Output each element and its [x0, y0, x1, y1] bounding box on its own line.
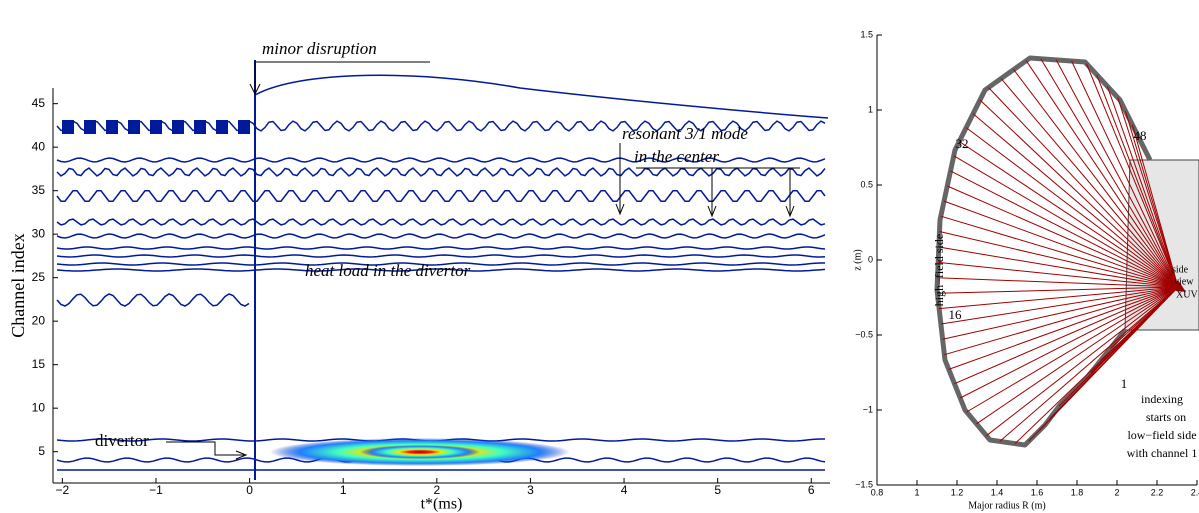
x-tick-label: 0: [246, 483, 253, 497]
x-tick-label: −1: [149, 483, 163, 497]
annotation: with channel 1: [1127, 446, 1198, 460]
contour-line: [57, 168, 825, 176]
contour-blob: [238, 120, 250, 134]
y-tick-label: 35: [32, 183, 46, 197]
contour-blob: [128, 120, 140, 134]
annotation: 48: [1134, 128, 1147, 143]
y-tick-label: 0: [868, 254, 873, 264]
contour-line: [255, 75, 828, 118]
annotation: side: [1172, 264, 1189, 275]
x-tick-label: 2.2: [1151, 487, 1164, 497]
annotation: resonant 3/1 mode: [622, 124, 748, 143]
annotation: XUV: [1176, 289, 1198, 300]
contour-blob: [84, 120, 96, 134]
annotation: 16: [949, 307, 963, 322]
contour-line: [57, 191, 825, 201]
y-tick-label: −0.5: [855, 329, 873, 339]
heat-spot: [360, 445, 480, 459]
y-tick-label: 1: [868, 104, 873, 114]
x-tick-label: 6: [808, 483, 815, 497]
annotation: view: [1174, 276, 1194, 287]
contour-blob: [106, 120, 118, 134]
contour-blob: [172, 120, 184, 134]
y-tick-label: 10: [32, 400, 46, 414]
annotation: divertor: [95, 431, 149, 450]
y-axis-title: Channel index: [8, 233, 28, 337]
x-tick-label: −2: [56, 483, 70, 497]
y-tick-label: 30: [32, 226, 46, 240]
y-tick-label: 1.5: [860, 29, 873, 39]
arrow: [166, 442, 246, 459]
x-axis-title: t*(ms): [421, 496, 463, 513]
x-tick-label: 2: [1114, 487, 1119, 497]
contour-line: [57, 219, 825, 225]
annotation: 1: [1121, 376, 1128, 391]
x-tick-label: 1.6: [1031, 487, 1044, 497]
y-tick-label: 45: [32, 96, 46, 110]
y-tick-label: 25: [32, 270, 46, 284]
contour-line: [57, 234, 825, 238]
y-tick-label: 15: [32, 357, 46, 371]
y-tick-label: 40: [32, 139, 46, 153]
contour-blob: [150, 120, 162, 134]
contour-line: [57, 247, 825, 249]
annotation: in the center: [634, 147, 719, 166]
sightline: [955, 287, 1179, 384]
annotation: 32: [956, 136, 969, 151]
contour-blob: [216, 120, 228, 134]
x-tick-label: 1.8: [1071, 487, 1084, 497]
x-axis-title: Major radius R (m): [968, 500, 1046, 511]
y-tick-label: 5: [38, 444, 45, 458]
y-tick-label: 0.5: [860, 179, 873, 189]
x-tick-label: 1: [914, 487, 919, 497]
annotation: high−field side: [932, 234, 946, 306]
x-tick-label: 2.4: [1191, 487, 1199, 497]
x-tick-label: 3: [527, 483, 534, 497]
x-tick-label: 4: [621, 483, 628, 497]
annotation: heat load in the divertor: [305, 261, 471, 280]
arrow: [250, 62, 430, 94]
contour-line: [57, 255, 825, 257]
x-tick-label: 1.4: [991, 487, 1004, 497]
x-tick-label: 1: [340, 483, 347, 497]
contour-blob: [62, 120, 74, 134]
x-tick-label: 5: [714, 483, 721, 497]
figure: minor disruption resonant 3/1 mode in th…: [0, 0, 1199, 513]
y-axis-title: z (m): [852, 249, 863, 270]
annotation: starts on: [1146, 410, 1186, 424]
annotation: indexing: [1141, 392, 1183, 406]
contour-blob: [194, 120, 206, 134]
contour-line: [57, 294, 249, 306]
annotation: minor disruption: [262, 39, 377, 58]
y-tick-label: 20: [32, 313, 46, 327]
y-tick-label: −1.5: [855, 479, 873, 489]
page: minor disruption resonant 3/1 mode in th…: [0, 0, 1199, 513]
x-tick-label: 1.2: [951, 487, 964, 497]
annotation: low−field side: [1127, 428, 1196, 442]
y-tick-label: −1: [863, 404, 873, 414]
